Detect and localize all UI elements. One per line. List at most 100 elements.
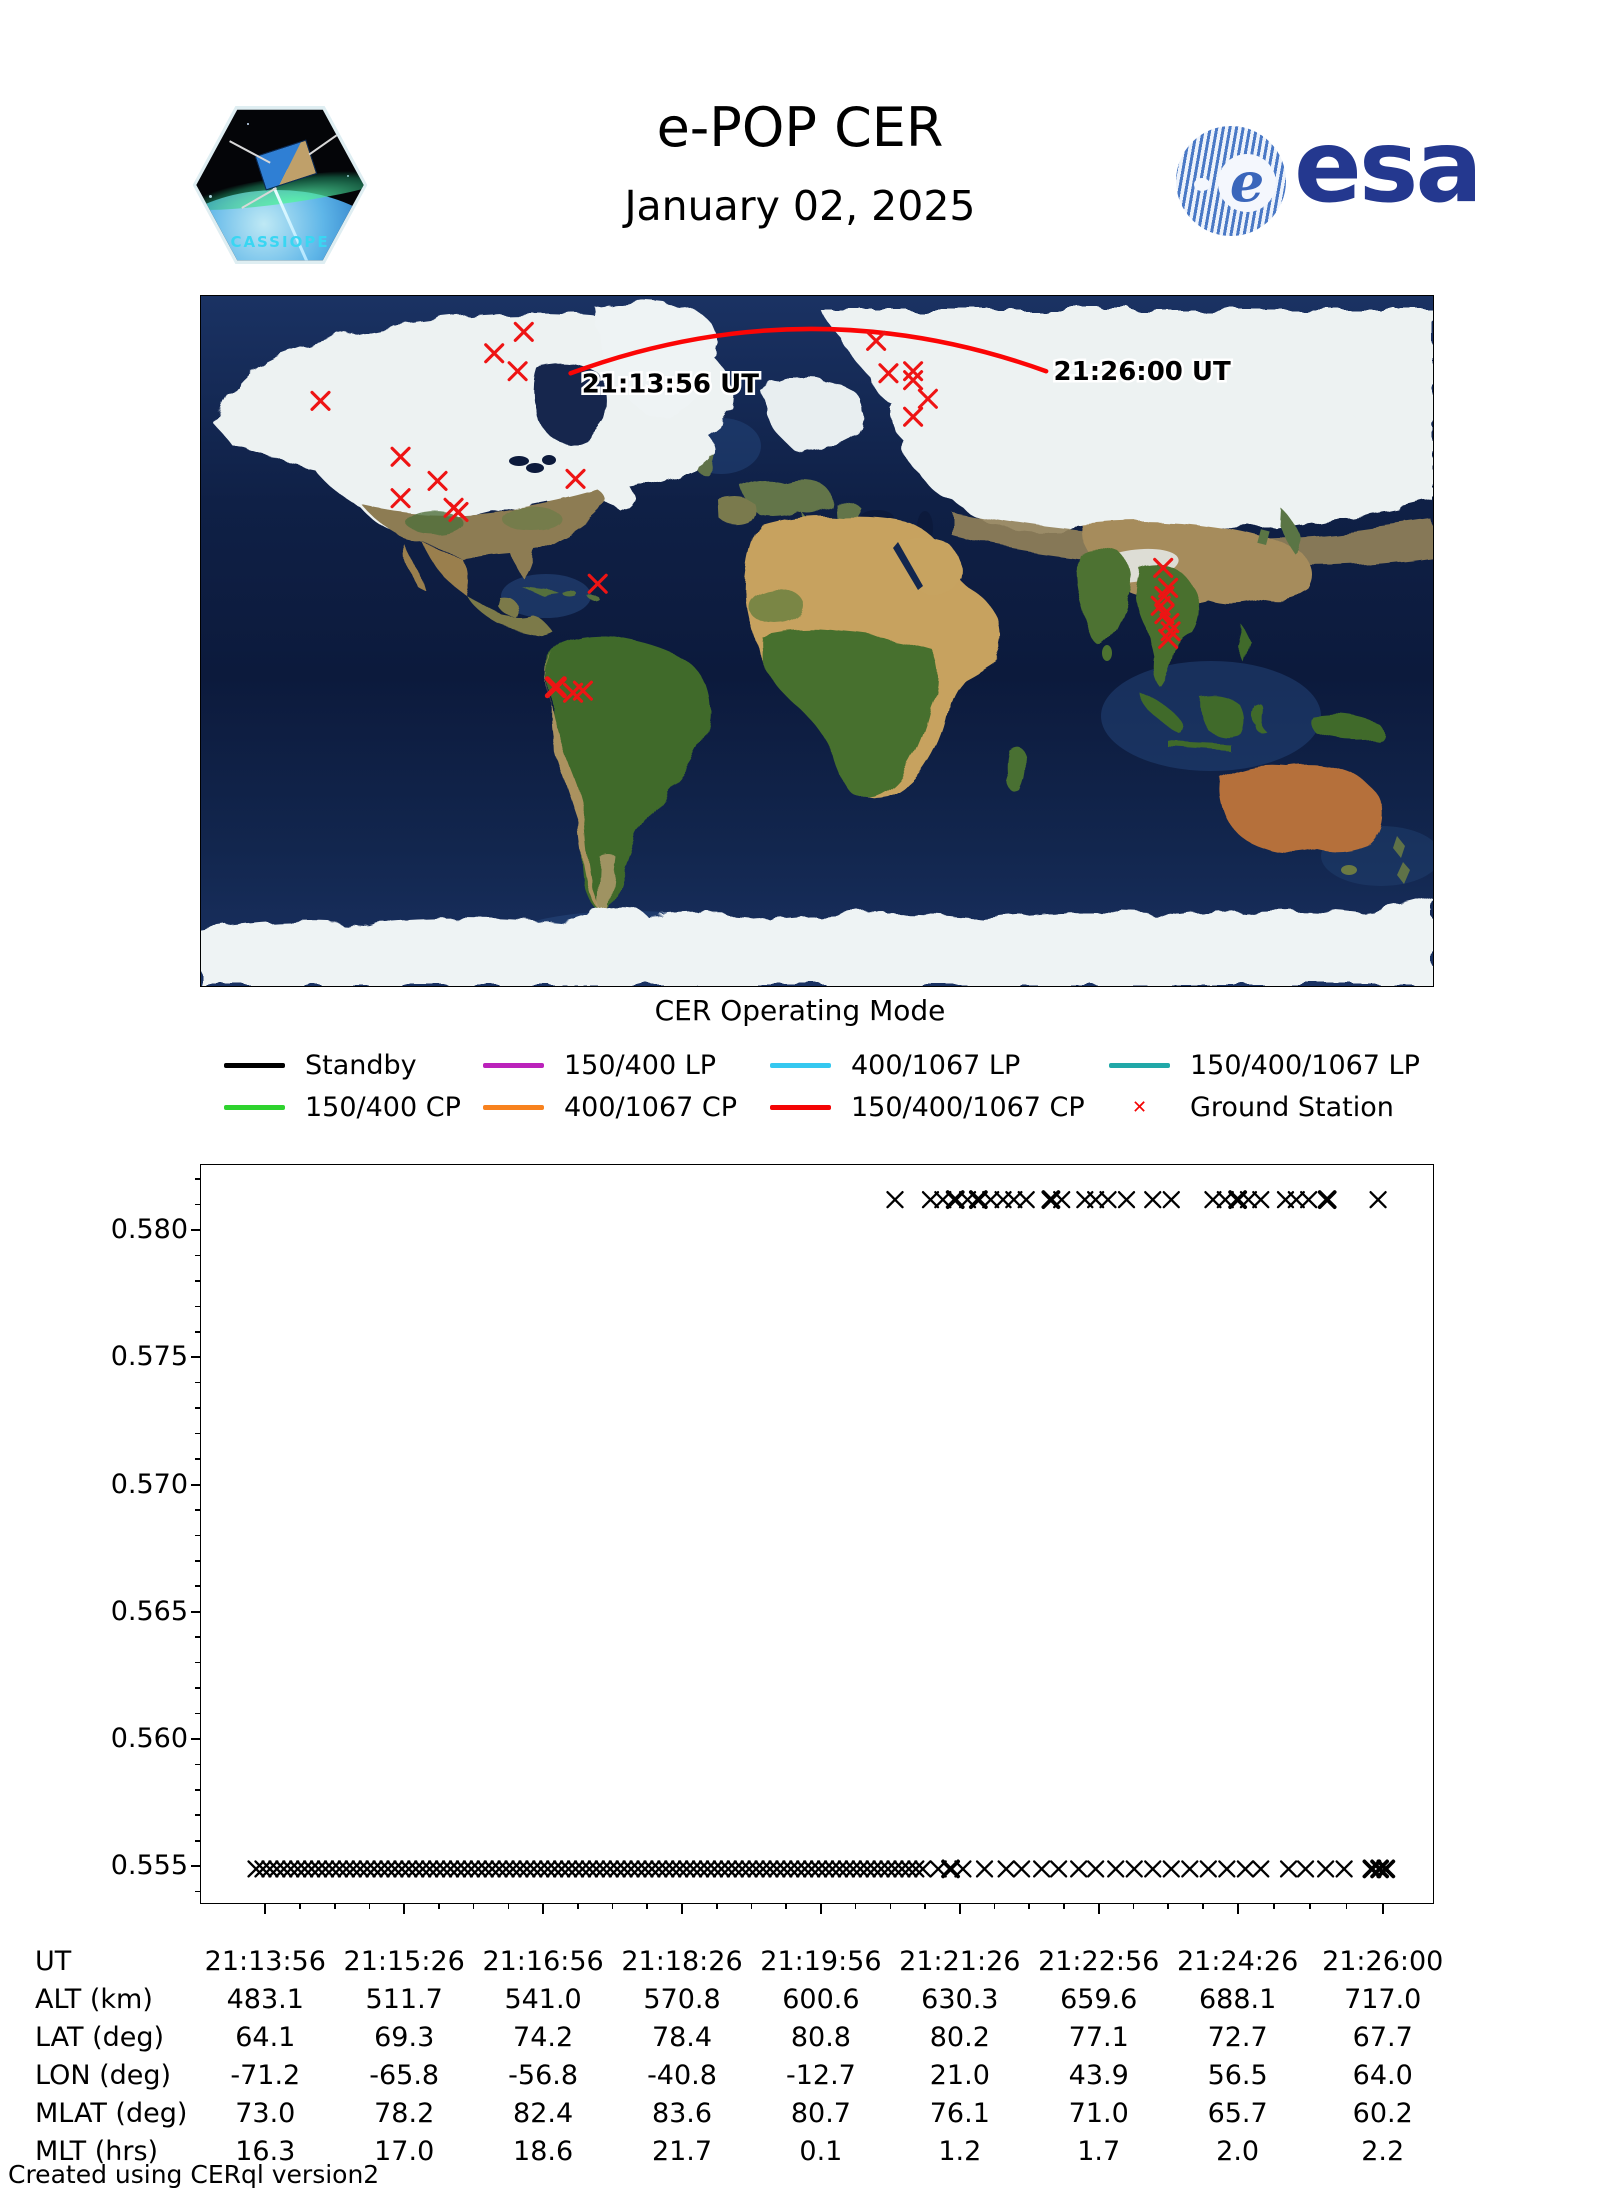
scatter-marker xyxy=(448,1860,467,1878)
x-minor-tick xyxy=(1309,1904,1311,1909)
page-title: e-POP CER xyxy=(656,96,944,159)
table-cell: 2.2 xyxy=(1361,2136,1405,2167)
scatter-marker xyxy=(525,1860,543,1878)
scatter-marker xyxy=(754,1860,772,1878)
ground-station-marker xyxy=(866,330,887,351)
patch-label: CASSIOPE xyxy=(230,233,330,251)
scatter-marker xyxy=(1316,1860,1335,1878)
scatter-marker xyxy=(796,1860,814,1878)
legend-line-swatch xyxy=(483,1104,544,1110)
y-tick-label: 0.560 xyxy=(110,1723,188,1755)
scatter-marker xyxy=(358,1860,376,1878)
scatter-marker xyxy=(601,1860,619,1878)
table-cell: 43.9 xyxy=(1068,2060,1129,2091)
x-minor-tick xyxy=(750,1904,753,1909)
legend-line-swatch xyxy=(224,1062,285,1068)
legend-column: 150/400/1067 LP ✕ Ground Station xyxy=(1109,1044,1420,1128)
scatter-marker xyxy=(671,1860,689,1878)
y-major-tick xyxy=(191,1738,200,1741)
scatter-marker xyxy=(427,1860,446,1878)
x-major-tick xyxy=(958,1904,961,1914)
esa-logo-globe-icon: e xyxy=(1176,126,1286,236)
table-cell: 21:18:26 xyxy=(621,1946,743,1977)
x-minor-tick xyxy=(333,1904,336,1909)
table-cell: 80.2 xyxy=(929,2022,990,2053)
scatter-marker xyxy=(691,1860,710,1878)
table-row-label: LAT (deg) xyxy=(35,2022,165,2053)
scatter-marker xyxy=(1070,1860,1088,1878)
scatter-marker xyxy=(851,1860,869,1878)
cassiope-mission-patch: CASSIOPE xyxy=(192,106,368,264)
table-cell: 72.7 xyxy=(1207,2022,1268,2053)
table-cell: 69.3 xyxy=(374,2022,435,2053)
legend-item: 150/400 CP xyxy=(224,1086,461,1128)
scatter-marker xyxy=(247,1860,265,1878)
legend-item: Standby xyxy=(224,1044,461,1086)
footer-credit: Created using CERql version2 xyxy=(8,2160,380,2189)
y-tick-label: 0.565 xyxy=(110,1595,188,1627)
ground-station-marker xyxy=(565,468,586,489)
scatter-marker xyxy=(726,1860,744,1878)
scatter-marker xyxy=(476,1860,494,1878)
x-minor-tick xyxy=(1167,1904,1169,1909)
scatter-marker xyxy=(629,1860,647,1878)
table-cell: 1.7 xyxy=(1077,2136,1121,2167)
scatter-marker xyxy=(844,1860,862,1878)
table-row-label: ALT (km) xyxy=(35,1984,153,2015)
scatter-marker xyxy=(1236,1860,1255,1878)
ground-station-marker xyxy=(1158,628,1179,649)
x-minor-tick xyxy=(993,1904,996,1909)
x-major-tick xyxy=(1381,1904,1384,1914)
scatter-marker xyxy=(532,1860,550,1878)
x-major-tick xyxy=(681,1904,683,1914)
scatter-marker xyxy=(261,1860,279,1878)
scatter-marker xyxy=(365,1860,383,1878)
scatter-marker xyxy=(1086,1860,1105,1878)
y-minor-tick xyxy=(195,1305,200,1308)
table-row-label: LON (deg) xyxy=(35,2060,172,2091)
scatter-marker xyxy=(945,1190,965,1210)
ground-station-marker xyxy=(310,390,331,411)
table-cell: 483.1 xyxy=(226,1984,304,2015)
legend-item: 150/400/1067 CP xyxy=(770,1086,1085,1128)
scatter-marker xyxy=(705,1860,724,1878)
scatter-marker xyxy=(809,1860,828,1878)
scatter-marker xyxy=(803,1860,821,1878)
scatter-marker xyxy=(518,1860,536,1878)
table-cell: -71.2 xyxy=(230,2060,301,2091)
x-major-tick xyxy=(1236,1904,1239,1914)
scatter-marker xyxy=(858,1860,876,1878)
scatter-marker xyxy=(455,1860,474,1878)
scatter-marker xyxy=(483,1860,501,1878)
x-minor-tick xyxy=(1028,1904,1031,1909)
y-minor-tick xyxy=(195,1280,200,1282)
table-cell: 630.3 xyxy=(921,1984,999,2015)
scatter-marker xyxy=(900,1860,918,1878)
table-cell: 511.7 xyxy=(365,1984,443,2015)
world-map: 21:13:56 UT 21:26:00 UT xyxy=(200,295,1441,987)
legend-item-label: 150/400 LP xyxy=(564,1049,717,1081)
scatter-marker xyxy=(1117,1190,1136,1209)
table-cell: 78.4 xyxy=(651,2022,713,2053)
scatter-marker xyxy=(372,1860,390,1878)
scatter-marker xyxy=(740,1860,758,1878)
scatter-marker xyxy=(434,1860,453,1878)
table-cell: 64.1 xyxy=(235,2022,296,2053)
legend-item-label: 400/1067 LP xyxy=(851,1049,1021,1081)
scatter-marker xyxy=(1049,1860,1068,1878)
scatter-marker xyxy=(441,1860,460,1878)
table-cell: -40.8 xyxy=(647,2060,717,2091)
table-cell: 82.4 xyxy=(513,2098,574,2129)
y-minor-tick xyxy=(195,1763,200,1766)
scatter-marker xyxy=(546,1860,564,1878)
scatter-marker xyxy=(865,1860,883,1878)
y-major-tick xyxy=(191,1865,200,1868)
ground-station-marker xyxy=(917,388,938,409)
scatter-marker xyxy=(282,1860,300,1878)
x-major-tick xyxy=(264,1904,267,1914)
y-minor-tick xyxy=(195,1458,200,1460)
y-minor-tick xyxy=(195,1254,200,1257)
x-minor-tick xyxy=(785,1904,787,1909)
table-cell: 21:21:26 xyxy=(899,1946,1021,1977)
scatter-marker xyxy=(650,1860,668,1878)
